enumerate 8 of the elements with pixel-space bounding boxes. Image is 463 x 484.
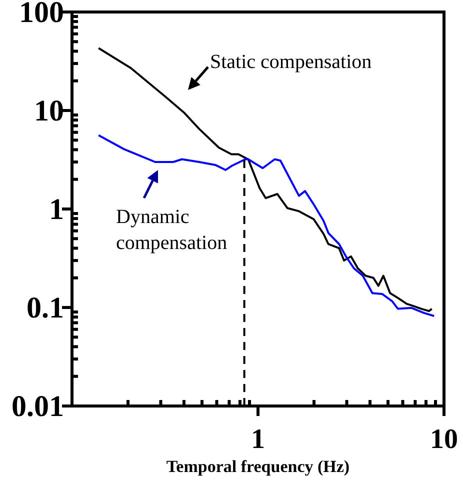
y-tick-label: 0.01 <box>12 390 64 423</box>
y-tick-label: 1 <box>49 193 64 226</box>
annotation: Dynamic compensation <box>116 206 228 254</box>
y-tick-label: 100 <box>19 0 64 29</box>
x-axis-title: Temporal frequency (Hz) <box>166 457 350 476</box>
annotation: Static compensation <box>210 51 372 73</box>
y-tick-label: 0.1 <box>26 292 64 324</box>
y-tick-label: 10 <box>34 94 64 128</box>
